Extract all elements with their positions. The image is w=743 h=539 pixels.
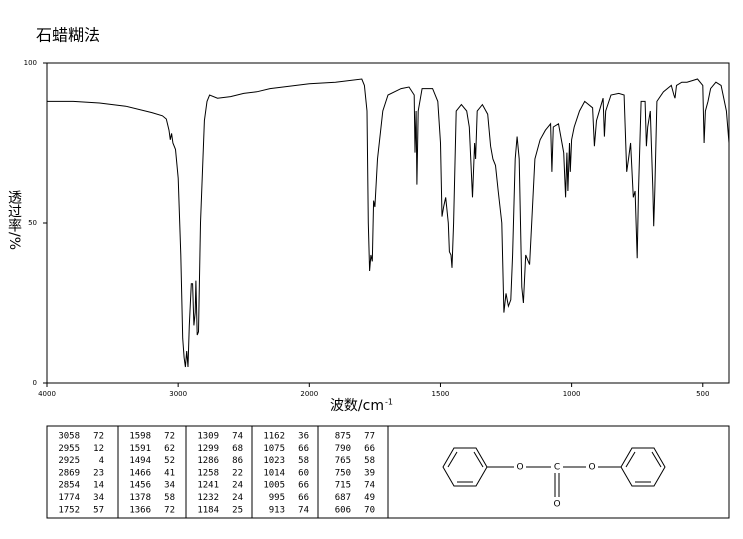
peak-transmittance: 70 [364,505,375,515]
peak-transmittance: 74 [232,432,243,442]
peak-wavenumber: 3058 [58,432,80,442]
peak-transmittance: 66 [364,444,375,454]
atom-label: C [554,463,560,473]
peak-transmittance: 66 [298,444,309,454]
peak-wavenumber: 1299 [197,444,219,454]
y-tick-label: 50 [28,219,37,227]
peak-wavenumber: 1466 [129,468,151,478]
peak-transmittance: 49 [364,493,375,503]
bond [447,451,458,468]
peak-wavenumber: 1005 [263,481,285,491]
peak-wavenumber: 750 [335,468,351,478]
peak-wavenumber: 1774 [58,493,80,503]
peak-transmittance: 74 [298,505,309,515]
peak-transmittance: 36 [298,432,309,442]
peak-wavenumber: 606 [335,505,351,515]
peak-wavenumber: 1232 [197,493,219,503]
peak-transmittance: 72 [164,505,175,515]
peak-transmittance: 58 [364,456,375,466]
x-tick-label: 4000 [38,390,56,398]
peak-transmittance: 60 [298,468,309,478]
peak-transmittance: 77 [364,432,375,442]
peak-transmittance: 62 [164,444,175,454]
structure: O C O O [442,447,666,510]
bond [625,451,636,468]
peak-transmittance: 66 [298,493,309,503]
peak-wavenumber: 2955 [58,444,80,454]
peak-wavenumber: 1366 [129,505,151,515]
peak-transmittance: 23 [93,468,104,478]
peak-transmittance: 74 [364,481,375,491]
peak-wavenumber: 790 [335,444,351,454]
peak-wavenumber: 1075 [263,444,285,454]
peak-wavenumber: 765 [335,456,351,466]
peak-wavenumber: 1241 [197,481,219,491]
peak-transmittance: 41 [164,468,175,478]
peak-transmittance: 25 [232,505,243,515]
bond [473,451,484,468]
peak-wavenumber: 715 [335,481,351,491]
peak-transmittance: 57 [93,505,104,515]
peak-transmittance: 34 [93,493,104,503]
peak-wavenumber: 687 [335,493,351,503]
peak-transmittance: 72 [93,432,104,442]
peak-wavenumber: 1494 [129,456,151,466]
plot-frame [46,62,730,384]
atom-label: O [588,463,595,473]
x-tick-label: 1000 [563,390,581,398]
x-tick-label: 1500 [432,390,450,398]
peak-wavenumber: 1456 [129,481,151,491]
peak-transmittance: 12 [93,444,104,454]
peak-transmittance: 22 [232,468,243,478]
peak-transmittance: 66 [298,481,309,491]
spectrum-line [47,78,730,368]
peak-wavenumber: 2854 [58,481,80,491]
x-tick-label: 2000 [300,390,318,398]
benzene-ring [442,447,488,487]
peak-transmittance: 14 [93,481,104,491]
peak-transmittance: 24 [232,493,243,503]
peak-wavenumber: 1598 [129,432,151,442]
y-tick-label: 0 [33,379,37,387]
peak-transmittance: 86 [232,456,243,466]
benzene-ring [620,447,666,487]
peak-transmittance: 52 [164,456,175,466]
peak-wavenumber: 2869 [58,468,80,478]
peak-wavenumber: 1258 [197,468,219,478]
x-tick-label: 3000 [169,390,187,398]
peak-transmittance: 58 [164,493,175,503]
bond [651,451,662,468]
peak-transmittance: 72 [164,432,175,442]
peak-wavenumber: 1014 [263,468,285,478]
peak-wavenumber: 1023 [263,456,285,466]
peak-wavenumber: 995 [269,493,285,503]
peak-wavenumber: 1286 [197,456,219,466]
atom-label: O [553,500,560,510]
peak-transmittance: 68 [232,444,243,454]
peak-wavenumber: 1378 [129,493,151,503]
peak-wavenumber: 1309 [197,432,219,442]
peak-transmittance: 39 [364,468,375,478]
x-tick-label: 500 [696,390,709,398]
peak-transmittance: 58 [298,456,309,466]
peak-transmittance: 34 [164,481,175,491]
peak-transmittance: 4 [99,456,104,466]
peak-transmittance: 24 [232,481,243,491]
peak-wavenumber: 913 [269,505,285,515]
chart-title: 石蜡糊法 [36,26,100,45]
x-axis-label: 波数/cm [330,398,384,414]
peak-wavenumber: 1591 [129,444,151,454]
atom-label: O [516,463,523,473]
peak-wavenumber: 2925 [58,456,80,466]
x-axis-label-exponent: -1 [385,398,393,407]
peak-wavenumber: 1162 [263,432,285,442]
peak-wavenumber: 1184 [197,505,219,515]
peak-wavenumber: 875 [335,432,351,442]
y-axis-label: 透过率/% [6,190,22,250]
peak-wavenumber: 1752 [58,505,80,515]
y-tick-label: 100 [24,59,37,67]
